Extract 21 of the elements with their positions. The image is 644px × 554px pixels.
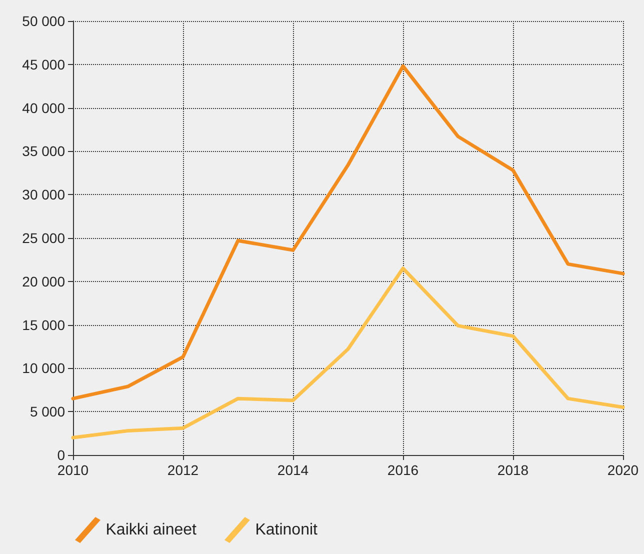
line-series <box>71 266 625 440</box>
y-tick-label: 20 000 <box>22 273 66 290</box>
line-series <box>71 64 625 400</box>
x-tick-label: 2010 <box>57 462 89 478</box>
y-tick-label: 40 000 <box>22 100 66 116</box>
y-tick-label: 10 000 <box>22 360 66 376</box>
x-tick-label: 2018 <box>497 462 529 478</box>
x-tick-label: 2016 <box>387 462 419 478</box>
y-tick-label: 5 000 <box>30 404 66 420</box>
y-tick-label: 25 000 <box>22 230 66 246</box>
y-tick-label: 50 000 <box>22 13 66 29</box>
y-tick-label: 45 000 <box>22 56 66 72</box>
y-tick-label: 35 000 <box>22 143 66 160</box>
y-tick-label: 0 <box>57 447 66 463</box>
x-tick-label: 2012 <box>167 462 199 478</box>
y-tick-label: 15 000 <box>22 316 66 333</box>
legend-label: Katinonit <box>255 522 318 538</box>
x-tick-label: 2020 <box>607 462 639 478</box>
legend-label: Kaikki aineet <box>106 522 198 538</box>
x-tick-label: 2014 <box>277 462 309 478</box>
y-tick-label: 30 000 <box>22 186 66 203</box>
